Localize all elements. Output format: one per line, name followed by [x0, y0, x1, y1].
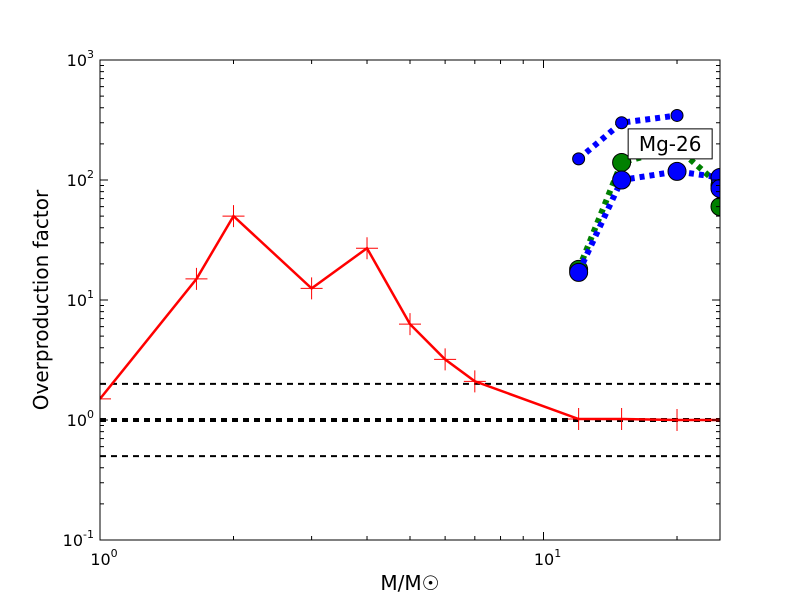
- data-point: [185, 267, 208, 290]
- data-point: [710, 197, 720, 217]
- data-point: [356, 237, 379, 260]
- data-point: [569, 262, 589, 282]
- x-tick-label: 101: [534, 547, 561, 569]
- data-point: [710, 178, 720, 198]
- plot-area: [100, 60, 720, 540]
- data-point: [667, 161, 687, 181]
- y-tick-label: 101: [67, 288, 94, 310]
- reference-lines: [100, 382, 720, 458]
- y-tick-label: 100: [67, 408, 94, 430]
- data-point: [463, 370, 486, 393]
- data-point: [666, 409, 689, 431]
- data-point: [434, 348, 457, 371]
- data-point: [572, 152, 586, 166]
- series-line: [576, 112, 678, 162]
- data-point: [615, 116, 629, 130]
- x-tick-label: 100: [90, 547, 117, 569]
- annotation-label: Mg-26: [639, 132, 702, 156]
- data-point: [612, 170, 632, 190]
- data-point: [300, 277, 323, 300]
- data-point: [610, 407, 633, 430]
- y-axis-label: Overproduction factor: [29, 189, 53, 410]
- data-point: [100, 387, 111, 410]
- data-point: [222, 205, 245, 228]
- annotations: Mg-26: [627, 128, 713, 160]
- data-point: [399, 313, 421, 336]
- y-tick-label: 10-1: [63, 528, 94, 550]
- y-tick-label: 103: [67, 48, 94, 70]
- data-point: [567, 407, 590, 430]
- x-axis-label: M/M☉: [380, 571, 439, 595]
- annotation-box: [627, 128, 713, 160]
- data-point: [670, 108, 684, 122]
- y-tick-label: 102: [67, 168, 94, 190]
